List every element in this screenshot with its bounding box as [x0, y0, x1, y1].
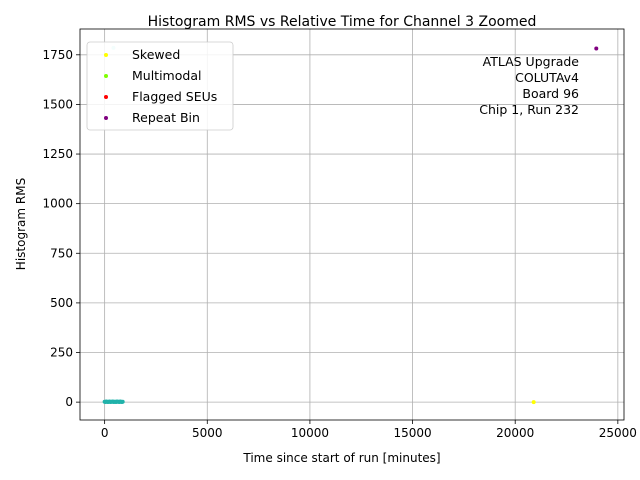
y-axis-ticks: 0 250 500 750 1000 1250 1500 1750 — [42, 48, 80, 409]
data-point-skewed — [531, 400, 536, 405]
x-tick-label: 25000 — [599, 426, 637, 440]
x-axis-label: Time since start of run [minutes] — [242, 451, 440, 465]
annotation-line: Chip 1, Run 232 — [479, 102, 579, 117]
y-axis-label: Histogram RMS — [14, 178, 28, 270]
legend-marker-skewed — [104, 53, 108, 57]
y-tick-label: 0 — [65, 395, 73, 409]
y-tick-label: 1750 — [42, 48, 73, 62]
data-point-baseline — [120, 399, 125, 404]
annotation: ATLAS Upgrade COLUTAv4 Board 96 Chip 1, … — [479, 54, 579, 117]
legend: Skewed Multimodal Flagged SEUs Repeat Bi… — [86, 41, 234, 131]
y-tick-label: 500 — [50, 296, 73, 310]
legend-label-multimodal: Multimodal — [132, 68, 201, 83]
x-tick-label: 20000 — [496, 426, 534, 440]
legend-marker-repeat-bin — [104, 116, 108, 120]
y-tick-label: 1000 — [42, 197, 73, 211]
legend-label-flagged-seus: Flagged SEUs — [132, 89, 217, 104]
legend-marker-flagged-seus — [104, 95, 108, 99]
chart-title: Histogram RMS vs Relative Time for Chann… — [148, 14, 537, 30]
legend-label-skewed: Skewed — [132, 47, 180, 62]
y-tick-label: 1250 — [42, 147, 73, 161]
x-tick-label: 5000 — [192, 426, 223, 440]
x-tick-label: 15000 — [393, 426, 431, 440]
grid — [80, 29, 624, 420]
annotation-line: Board 96 — [522, 86, 579, 101]
x-axis-ticks: 0 5000 10000 15000 20000 25000 — [101, 420, 637, 440]
data-point-repeat-bin — [594, 46, 599, 51]
legend-box — [86, 41, 234, 131]
legend-label-repeat-bin: Repeat Bin — [132, 110, 200, 125]
x-tick-label: 10000 — [291, 426, 329, 440]
y-tick-label: 1500 — [42, 97, 73, 111]
legend-marker-multimodal — [104, 74, 108, 78]
y-tick-label: 250 — [50, 346, 73, 360]
y-tick-label: 750 — [50, 246, 73, 260]
annotation-line: COLUTAv4 — [515, 70, 579, 85]
plot-frame — [79, 28, 625, 421]
annotation-line: ATLAS Upgrade — [483, 54, 580, 69]
x-tick-label: 0 — [101, 426, 109, 440]
